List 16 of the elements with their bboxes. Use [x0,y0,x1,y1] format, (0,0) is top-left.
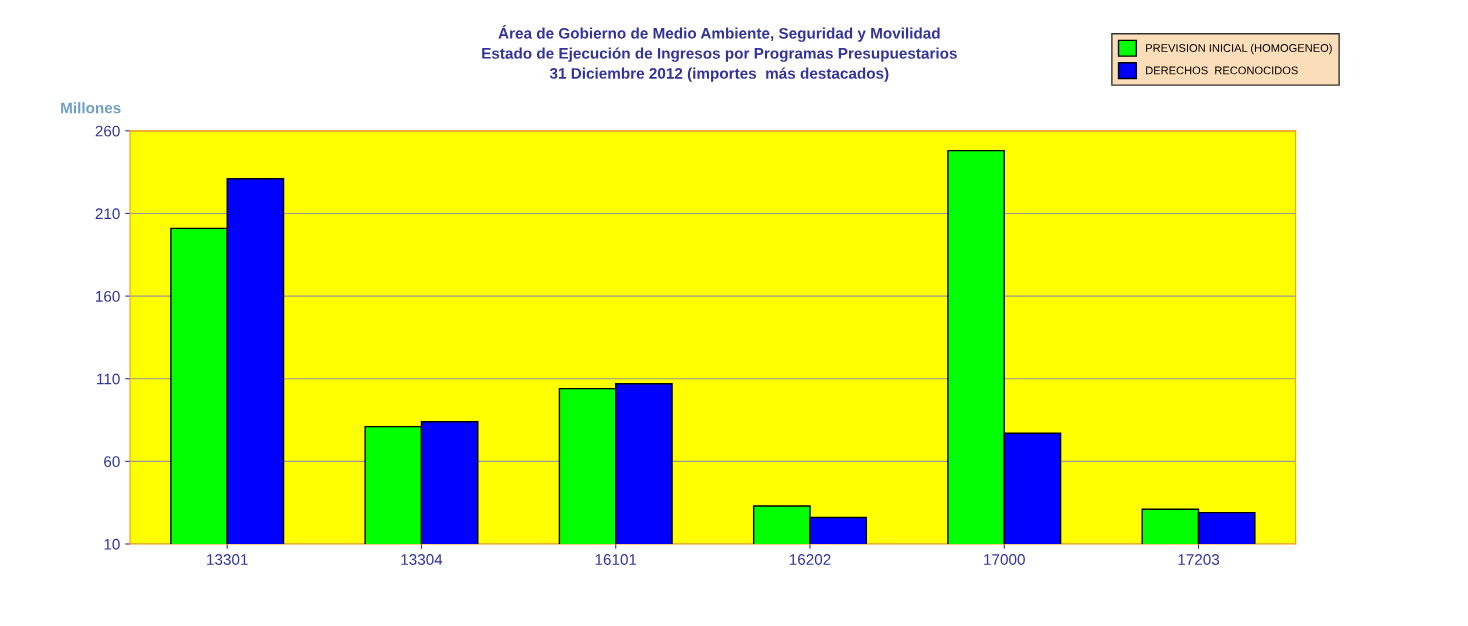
y-tick-label: 110 [97,373,120,385]
x-tick-label: 16202 [789,554,831,565]
x-tick-label: 16101 [595,554,637,565]
y-tick-label: 10 [104,538,120,550]
y-tick-label: 160 [96,290,120,302]
y-tick-label: 60 [104,456,120,468]
x-tick-label: 13304 [401,554,443,565]
x-tick-label: 17000 [984,554,1025,565]
x-tick-label: 13301 [207,554,248,565]
y-tick-label: 210 [95,208,120,220]
x-tick-label: 17203 [1178,554,1220,565]
legend-label: DERECHOS RECONOCIDOS [1146,66,1298,75]
chart-title: Área de Gobierno de Medio Ambiente, Seguridad y Movilidad Estado de Ejecución de Ingresos por Programas Presupuestarios 31 Diciembre 2012 (importes más destacados) [482,25,957,82]
y-axis-title: Millones [61,102,121,114]
legend-label: PREVISION INICIAL (HOMOGENEO) [1146,43,1332,55]
y-tick-label: 260 [95,125,120,137]
